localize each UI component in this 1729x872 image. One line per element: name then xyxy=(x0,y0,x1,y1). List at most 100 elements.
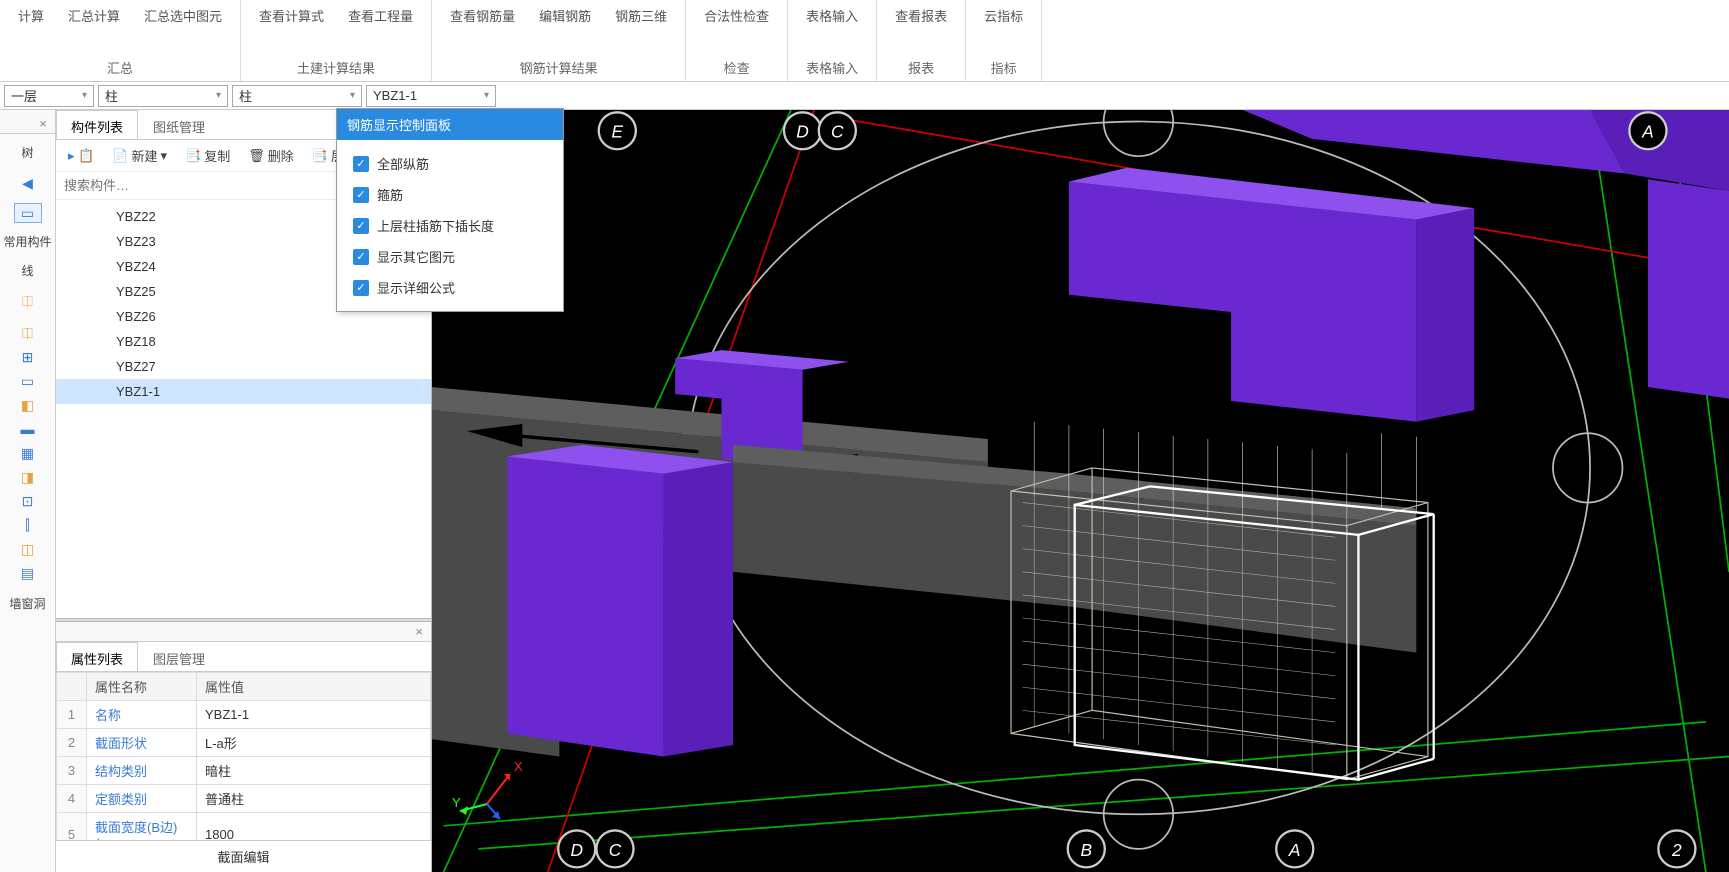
close-icon[interactable]: × xyxy=(407,622,431,641)
ribbon-group: 云指标指标 xyxy=(966,0,1042,81)
table-row[interactable]: 1 名称 YBZ1-1 xyxy=(57,701,431,729)
checkbox-row[interactable]: ✓ 箍筋 xyxy=(353,185,547,204)
svg-text:A: A xyxy=(1288,840,1301,860)
tab-component-list[interactable]: 构件列表 xyxy=(56,110,138,139)
prop-name: 定额类别 xyxy=(87,785,197,813)
tab-layers[interactable]: 图层管理 xyxy=(138,642,220,671)
ribbon-group-label: 土建计算结果 xyxy=(297,54,375,81)
tool-icon-strip: × 树 ◀ ▭ 常用构件 线 ⎅ ⎅⊞▭◧▬▦◨⊡⫿◫▤ 墙窗洞 xyxy=(0,110,56,872)
new-label: 新建 xyxy=(132,146,158,165)
col-prop-value: 属性值 xyxy=(197,673,431,701)
side-item-line[interactable]: 线 xyxy=(19,260,35,281)
prop-value[interactable]: L-a形 xyxy=(197,729,431,757)
table-row[interactable]: 2 截面形状 L-a形 xyxy=(57,729,431,757)
ribbon-button[interactable]: 查看钢筋量 xyxy=(440,4,525,27)
ribbon-button[interactable]: 汇总选中图元 xyxy=(134,4,232,27)
ribbon-button[interactable]: 查看工程量 xyxy=(338,4,423,27)
list-item[interactable]: YBZ1-1 xyxy=(56,379,431,404)
main-area: × 树 ◀ ▭ 常用构件 线 ⎅ ⎅⊞▭◧▬▦◨⊡⫿◫▤ 墙窗洞 构件列表 图纸… xyxy=(0,110,1729,872)
ribbon-group-label: 指标 xyxy=(991,54,1017,81)
floor-dropdown[interactable]: 一层 xyxy=(4,85,94,107)
delete-button[interactable]: 🗑 删除 xyxy=(242,144,300,167)
side-item-wall-opening[interactable]: 墙窗洞 xyxy=(7,593,47,614)
plate-icon[interactable]: ▬ xyxy=(16,417,40,441)
support-icon[interactable]: ▤ xyxy=(16,561,40,585)
brace-icon[interactable]: ⫿ xyxy=(16,513,40,537)
tab-drawing-mgmt[interactable]: 图纸管理 xyxy=(138,110,220,139)
column-icon[interactable]: ⎅ xyxy=(16,289,40,313)
panel-icon[interactable]: ◨ xyxy=(16,465,40,489)
column-icon[interactable]: ⎅ xyxy=(16,321,40,345)
checkbox-row[interactable]: ✓ 显示详细公式 xyxy=(353,278,547,297)
row-index: 5 xyxy=(57,813,87,841)
list-item[interactable]: YBZ18 xyxy=(56,329,431,354)
prop-value[interactable]: YBZ1-1 xyxy=(197,701,431,729)
col-prop-name: 属性名称 xyxy=(87,673,197,701)
nav-icon-panel[interactable]: ▭ xyxy=(14,203,42,223)
3d-viewport[interactable]: EDCA DCBA2 X Y xyxy=(432,110,1729,872)
axis-y-label: Y xyxy=(452,795,461,810)
prop-name: 结构类别 xyxy=(87,757,197,785)
ribbon-button[interactable]: 查看计算式 xyxy=(249,4,334,27)
ribbon-group-label: 报表 xyxy=(908,54,934,81)
table-row[interactable]: 5 截面宽度(B边)(… 1800 xyxy=(57,813,431,841)
axis-gizmo: X Y xyxy=(452,759,532,832)
svg-text:B: B xyxy=(1081,840,1093,860)
table-row[interactable]: 3 结构类别 暗柱 xyxy=(57,757,431,785)
tree-label: 树 xyxy=(19,142,35,163)
svg-text:D: D xyxy=(570,840,583,860)
prop-name: 截面宽度(B边)(… xyxy=(87,813,197,841)
ribbon-button[interactable]: 计算 xyxy=(8,4,54,27)
ribbon-button[interactable]: 钢筋三维 xyxy=(605,4,677,27)
side-item-common[interactable]: 常用构件 xyxy=(1,231,53,252)
section-edit-button[interactable]: 截面编辑 xyxy=(56,840,431,872)
row-index: 3 xyxy=(57,757,87,785)
prop-name: 名称 xyxy=(87,701,197,729)
new-button[interactable]: 📄 新建 ▾ xyxy=(106,144,173,167)
ribbon-button[interactable]: 合法性检查 xyxy=(694,4,779,27)
row-index: 1 xyxy=(57,701,87,729)
checkbox-row[interactable]: ✓ 显示其它图元 xyxy=(353,247,547,266)
rebar-icon[interactable]: ⊡ xyxy=(16,489,40,513)
checkbox-row[interactable]: ✓ 上层柱插筋下插长度 xyxy=(353,216,547,235)
beam-icon[interactable]: ▭ xyxy=(16,369,40,393)
slab-icon[interactable]: ◧ xyxy=(16,393,40,417)
table-row[interactable]: 4 定额类别 普通柱 xyxy=(57,785,431,813)
ribbon-button[interactable]: 编辑钢筋 xyxy=(529,4,601,27)
joint-icon[interactable]: ◫ xyxy=(16,537,40,561)
copy-label: 复制 xyxy=(204,146,230,165)
ribbon-button[interactable]: 汇总计算 xyxy=(58,4,130,27)
ribbon-group-label: 汇总 xyxy=(107,54,133,81)
prop-value[interactable]: 普通柱 xyxy=(197,785,431,813)
toolbar-sheet-icon[interactable]: ▸ 📋 xyxy=(62,146,100,166)
nav-icon-prev[interactable]: ◀ xyxy=(16,171,40,195)
svg-text:D: D xyxy=(796,122,809,142)
tab-properties[interactable]: 属性列表 xyxy=(56,642,138,671)
ribbon-group: 查看钢筋量编辑钢筋钢筋三维钢筋计算结果 xyxy=(432,0,686,81)
prop-value[interactable]: 1800 xyxy=(197,813,431,841)
checkbox-icon: ✓ xyxy=(353,156,369,172)
delete-label: 删除 xyxy=(268,146,294,165)
checkbox-row[interactable]: ✓ 全部纵筋 xyxy=(353,154,547,173)
svg-text:C: C xyxy=(609,840,622,860)
ribbon-button[interactable]: 云指标 xyxy=(974,4,1033,27)
category-dropdown-1[interactable]: 柱 xyxy=(98,85,228,107)
checkbox-label: 上层柱插筋下插长度 xyxy=(377,216,494,235)
ribbon-group: 表格输入表格输入 xyxy=(788,0,877,81)
prop-value[interactable]: 暗柱 xyxy=(197,757,431,785)
ribbon: 计算汇总计算汇总选中图元汇总查看计算式查看工程量土建计算结果查看钢筋量编辑钢筋钢… xyxy=(0,0,1729,82)
close-icon[interactable]: × xyxy=(31,114,55,133)
svg-text:A: A xyxy=(1641,122,1654,142)
category-dropdown-2[interactable]: 柱 xyxy=(232,85,362,107)
copy-button[interactable]: 📑 复制 xyxy=(179,144,236,167)
ribbon-button[interactable]: 表格输入 xyxy=(796,4,868,27)
checkbox-label: 显示详细公式 xyxy=(377,278,455,297)
ribbon-group: 查看计算式查看工程量土建计算结果 xyxy=(241,0,432,81)
popup-title: 钢筋显示控制面板 xyxy=(337,109,563,140)
stirrup-icon[interactable]: ⊞ xyxy=(16,345,40,369)
ribbon-button[interactable]: 查看报表 xyxy=(885,4,957,27)
component-dropdown[interactable]: YBZ1-1 xyxy=(366,85,496,107)
list-item[interactable]: YBZ27 xyxy=(56,354,431,379)
ribbon-group-label: 检查 xyxy=(724,54,750,81)
wall-icon[interactable]: ▦ xyxy=(16,441,40,465)
